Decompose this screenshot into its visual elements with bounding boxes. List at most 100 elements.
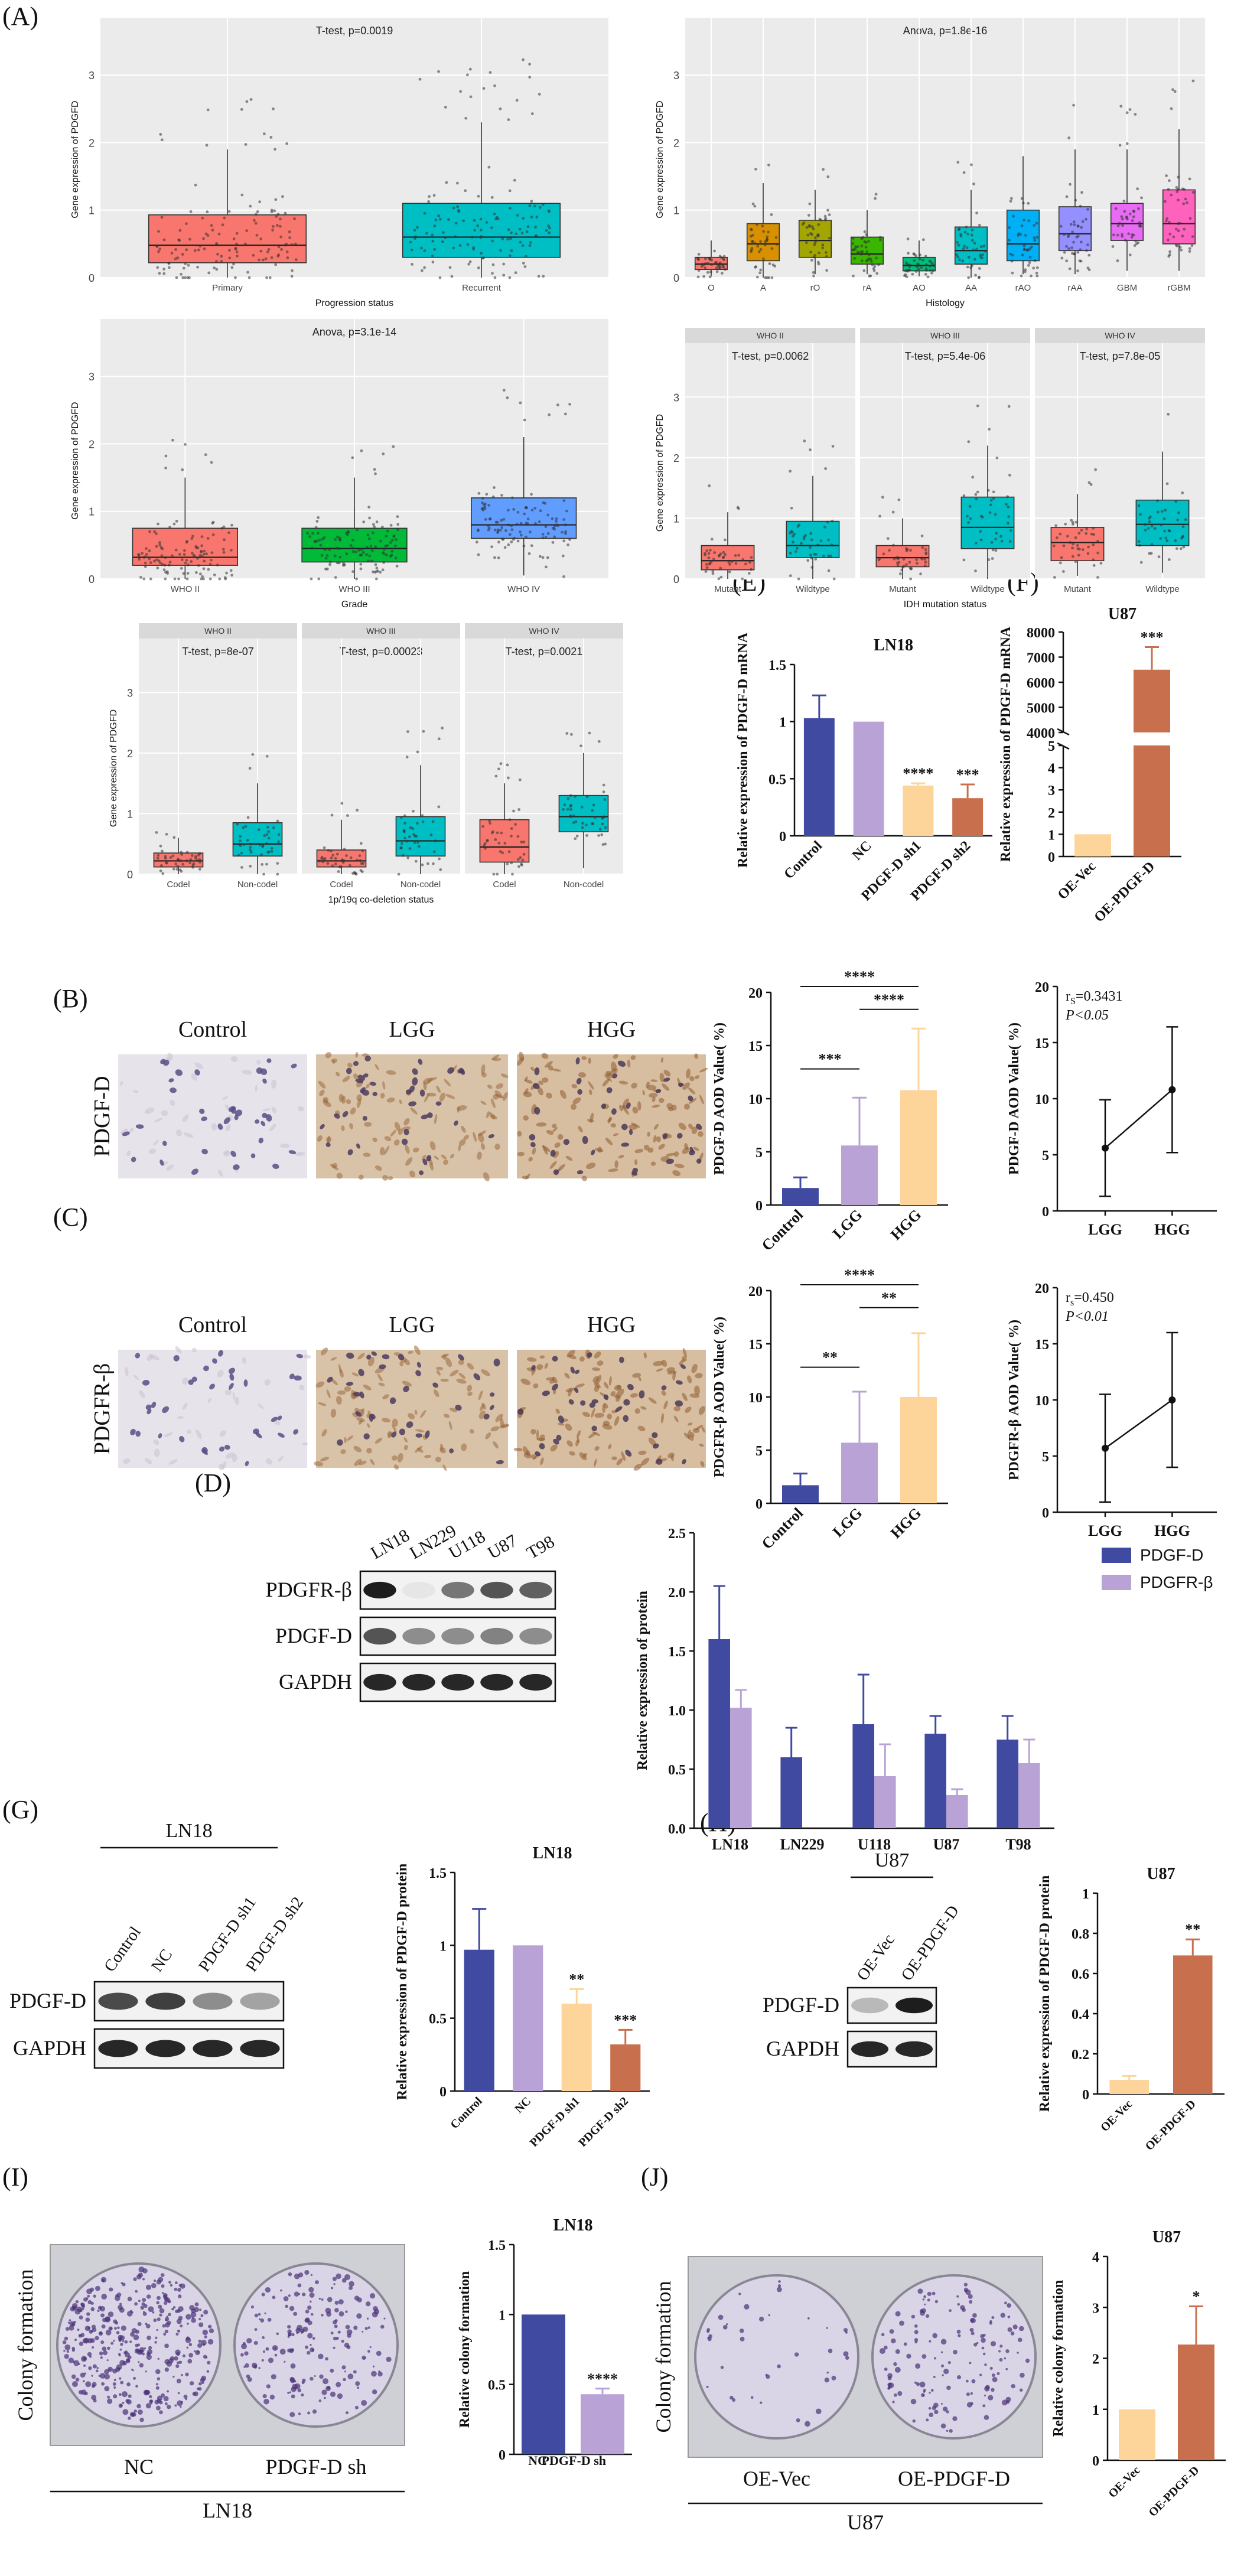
- jitter-point: [506, 763, 509, 767]
- jitter-point: [516, 539, 520, 543]
- jitter-point: [1188, 250, 1191, 253]
- y-tick-label: 2: [1092, 2352, 1099, 2367]
- colony: [331, 2287, 334, 2290]
- nucleus: [425, 1430, 430, 1438]
- colony: [135, 2349, 139, 2353]
- jitter-point: [433, 224, 437, 227]
- colony: [164, 2367, 169, 2372]
- jitter-point: [1157, 555, 1161, 559]
- tissue-fibre: [536, 1122, 547, 1127]
- colony: [362, 2330, 364, 2333]
- jitter-point: [1033, 259, 1037, 262]
- tissue-fibre: [170, 1099, 175, 1106]
- colony: [706, 2328, 711, 2331]
- jitter-point: [507, 509, 510, 512]
- tissue-fibre: [129, 1128, 134, 1132]
- jitter-point: [1139, 561, 1143, 564]
- jitter-point: [137, 553, 140, 556]
- jitter-point: [185, 577, 189, 581]
- jitter-point: [978, 267, 981, 270]
- jitter-point: [992, 497, 995, 500]
- colony: [203, 2354, 207, 2359]
- tissue-fibre: [366, 1448, 372, 1454]
- jitter-point: [293, 217, 296, 220]
- colony: [194, 2307, 199, 2313]
- jitter-point: [477, 553, 480, 556]
- colony: [264, 2312, 266, 2314]
- jitter-point: [162, 568, 166, 571]
- tissue-fibre: [605, 1137, 613, 1145]
- jitter-point: [207, 568, 210, 571]
- jitter-point: [991, 557, 994, 560]
- jitter-point: [500, 831, 503, 835]
- jitter-point: [487, 503, 491, 507]
- jitter-point: [984, 249, 986, 253]
- jitter-point: [822, 168, 825, 171]
- colony: [113, 2394, 118, 2399]
- colony: [1007, 2303, 1012, 2308]
- tissue-fibre: [689, 1076, 695, 1082]
- jitter-point: [988, 428, 991, 431]
- jitter-point: [493, 276, 497, 279]
- jitter-point: [1073, 252, 1076, 256]
- panel-label-D: (D): [195, 1468, 231, 1497]
- jitter-point: [276, 213, 280, 216]
- tissue-fibre: [372, 1137, 377, 1142]
- y-tick-label: 8000: [1027, 626, 1055, 641]
- tissue-fibre: [519, 1051, 525, 1061]
- y-tick-label: 2.0: [668, 1585, 686, 1601]
- blot-header: U87: [875, 1849, 910, 1871]
- nucleus: [145, 1404, 152, 1410]
- jitter-point: [1009, 197, 1013, 200]
- jitter-point: [1164, 509, 1167, 512]
- colony: [89, 2329, 93, 2334]
- tissue-fibre: [581, 1056, 587, 1060]
- jitter-point: [176, 256, 180, 259]
- jitter-point: [346, 533, 349, 536]
- colony: [187, 2323, 189, 2325]
- tissue-fibre: [382, 1418, 390, 1423]
- colony: [914, 2338, 919, 2342]
- colony: [378, 2370, 380, 2373]
- tissue-fibre: [367, 1411, 371, 1416]
- colony: [71, 2322, 76, 2327]
- tissue-fibre: [481, 1369, 490, 1376]
- x-tick-label: rGBM: [1167, 283, 1190, 293]
- colony: [1019, 2388, 1023, 2392]
- facet-strip-label: WHO II: [204, 626, 232, 636]
- y-tick-label: 1: [1048, 828, 1055, 843]
- tissue-fibre: [604, 1074, 613, 1082]
- colony: [807, 2317, 810, 2320]
- jitter-point: [244, 825, 248, 828]
- nucleus: [419, 1089, 425, 1097]
- nucleus: [576, 1077, 582, 1085]
- jitter-point: [246, 816, 250, 819]
- y-axis-label: Gene expression of PDGFD: [655, 100, 665, 218]
- jitter-point: [1060, 556, 1063, 559]
- nucleus: [403, 1129, 409, 1135]
- jitter-point: [354, 550, 358, 553]
- jitter-point: [201, 575, 204, 578]
- colony: [283, 2296, 289, 2301]
- tissue-fibre: [435, 1457, 442, 1463]
- colony: [246, 2374, 250, 2379]
- jitter-point: [790, 506, 793, 510]
- colony: [921, 2354, 927, 2359]
- jitter-point: [1086, 243, 1089, 246]
- tissue-fibre: [640, 1457, 650, 1466]
- jitter-point: [1191, 79, 1195, 83]
- jitter-point: [538, 520, 541, 523]
- colony: [915, 2363, 921, 2369]
- jitter-point: [245, 100, 249, 103]
- jitter-point: [516, 510, 520, 514]
- colony: [970, 2392, 973, 2395]
- jitter-point: [1065, 245, 1068, 248]
- jitter-point: [328, 561, 332, 564]
- colony: [346, 2329, 353, 2335]
- jitter-point: [522, 544, 526, 548]
- tissue-fibre: [478, 1132, 484, 1143]
- y-tick-label: 1: [779, 715, 786, 731]
- colony: [177, 2330, 179, 2332]
- colony: [982, 2352, 986, 2356]
- jitter-point: [1124, 239, 1127, 242]
